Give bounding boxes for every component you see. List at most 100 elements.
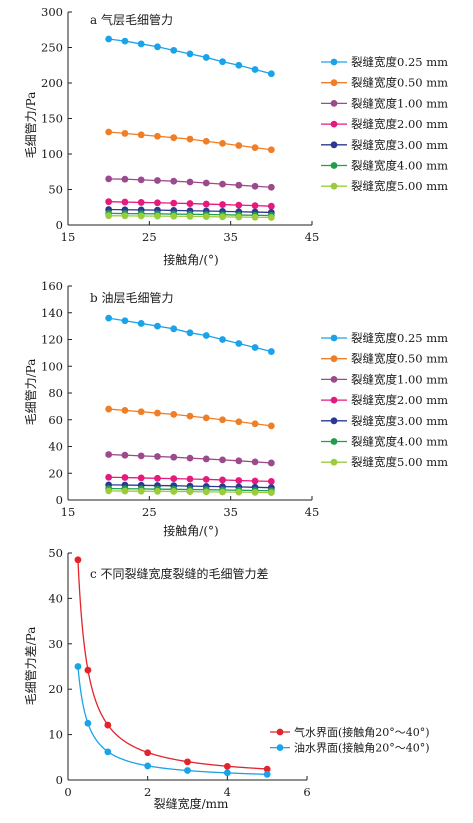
chart-b-legend-marker bbox=[330, 417, 338, 425]
chart-b-ytick-label: 140 bbox=[41, 306, 63, 320]
chart-b-title: b 油层毛细管力 bbox=[90, 290, 174, 305]
chart-b-ytick-label: 80 bbox=[48, 386, 63, 400]
chart-c-data-point bbox=[144, 749, 152, 757]
chart-a-data-point bbox=[105, 198, 113, 206]
chart-b-data-point bbox=[235, 457, 243, 465]
chart-c-ytick-label: 30 bbox=[48, 637, 63, 651]
chart-c-ytick-label: 40 bbox=[48, 591, 63, 605]
chart-b-data-point bbox=[202, 414, 210, 422]
chart-b-xtick-label: 35 bbox=[223, 505, 238, 519]
chart-b-data-point bbox=[267, 478, 275, 485]
chart-a-xtick-label: 35 bbox=[223, 230, 238, 244]
chart-b-xtick-label: 25 bbox=[142, 505, 157, 519]
chart-b-data-point bbox=[235, 418, 243, 426]
chart-b-data-point bbox=[137, 408, 145, 416]
chart-b-ytick-label: 100 bbox=[41, 359, 63, 373]
chart-b-ytick-label: 60 bbox=[48, 413, 63, 427]
chart-b-xlabel: 接触角/(°) bbox=[163, 523, 218, 538]
chart-b-data-point bbox=[267, 459, 275, 467]
chart-b-data-point bbox=[170, 411, 178, 418]
chart-a-data-point bbox=[121, 130, 129, 137]
chart-b-legend-label: 裂缝宽度2.00 mm bbox=[351, 393, 448, 407]
chart-b-ytick-label: 120 bbox=[41, 333, 63, 347]
chart-a-ytick-label: 150 bbox=[41, 112, 63, 126]
chart-b-legend-marker bbox=[330, 396, 338, 404]
chart-b-data-point bbox=[154, 409, 161, 417]
chart-a-data-point bbox=[219, 201, 226, 208]
chart-a-data-point bbox=[121, 198, 129, 206]
chart-b-legend-marker bbox=[330, 355, 338, 363]
chart-c-legend-label: 油水界面(接触角20°～40°) bbox=[294, 741, 430, 755]
chart-a-data-point bbox=[251, 144, 259, 152]
chart-b-data-point bbox=[105, 487, 113, 495]
chart-a-legend-marker bbox=[330, 100, 338, 107]
chart-b-data-point bbox=[105, 451, 113, 458]
chart-a-data-point bbox=[186, 50, 194, 58]
chart-a-data-point bbox=[170, 46, 178, 54]
chart-a-data-point bbox=[235, 201, 243, 209]
chart-c-data-point bbox=[74, 663, 82, 670]
chart-c-data-point bbox=[84, 719, 92, 727]
chart-b-data-point bbox=[154, 474, 161, 482]
chart-b-data-point bbox=[202, 488, 210, 496]
chart-b-data-point bbox=[202, 476, 210, 483]
chart-b-data-point bbox=[137, 320, 145, 327]
chart-a-legend-label: 裂缝宽度3.00 mm bbox=[351, 138, 448, 152]
chart-a-ytick-label: 250 bbox=[41, 41, 63, 55]
chart-a-data-point bbox=[121, 212, 129, 220]
chart-a-data-point bbox=[137, 131, 145, 139]
chart-a-legend-marker bbox=[330, 79, 338, 87]
chart-b-legend-label: 裂缝宽度1.00 mm bbox=[351, 372, 448, 386]
chart-a-legend-label: 裂缝宽度0.50 mm bbox=[351, 76, 448, 90]
chart-b-data-point bbox=[219, 488, 226, 496]
chart-a-title: a 气层毛细管力 bbox=[90, 12, 173, 27]
chart-a-data-point bbox=[137, 176, 145, 184]
chart-a-data-point bbox=[121, 175, 129, 183]
chart-a-ytick-label: 0 bbox=[56, 218, 63, 232]
chart-b-data-point bbox=[137, 452, 145, 460]
chart-b-data-point bbox=[267, 489, 275, 497]
chart-a-xlabel: 接触角/(°) bbox=[163, 252, 218, 267]
chart-a-data-point bbox=[251, 213, 259, 221]
chart-a-xtick-label: 15 bbox=[61, 230, 76, 244]
chart-c-data-point bbox=[223, 769, 231, 777]
chart-a-data-point bbox=[105, 128, 113, 136]
chart-c-data-point bbox=[184, 758, 191, 766]
chart-c-data-point bbox=[263, 765, 271, 773]
chart-a-legend-marker bbox=[330, 141, 338, 149]
chart-a-data-point bbox=[235, 181, 243, 189]
chart-c-data-point bbox=[144, 762, 152, 770]
chart-b-data-point bbox=[202, 455, 210, 463]
chart-c-ytick-label: 0 bbox=[56, 773, 63, 787]
chart-a-ytick-label: 200 bbox=[41, 76, 63, 90]
chart-b-data-point bbox=[137, 474, 145, 482]
chart-c-data-point bbox=[263, 770, 271, 778]
chart-a-data-point bbox=[235, 213, 243, 221]
chart-a-data-point bbox=[202, 200, 210, 208]
chart-b-data-point bbox=[170, 325, 178, 333]
chart-c-legend-marker bbox=[276, 728, 284, 736]
chart-b-legend-label: 裂缝宽度0.50 mm bbox=[351, 352, 448, 366]
chart-a-legend-marker bbox=[330, 162, 338, 169]
chart-a-data-point bbox=[219, 139, 226, 147]
chart-c-xlabel: 裂缝宽度/mm bbox=[154, 796, 229, 811]
chart-b-ytick-label: 40 bbox=[48, 440, 63, 454]
chart-c-xtick-label: 2 bbox=[144, 785, 151, 799]
chart-c-data-point bbox=[84, 666, 92, 674]
chart-c-series-line bbox=[77, 559, 267, 770]
chart-b-legend-label: 裂缝宽度0.25 mm bbox=[351, 331, 448, 345]
chart-a-data-point bbox=[154, 212, 161, 220]
chart-a-data-point bbox=[154, 199, 161, 207]
chart-b-oil-capillary: b 油层毛细管力 毛细管力/Pa 接触角/(°) 0 20 40 60 80 100 120… bbox=[23, 279, 448, 538]
chart-b-data-point bbox=[251, 477, 259, 485]
chart-b-data-point bbox=[105, 314, 113, 322]
chart-b-data-point bbox=[251, 458, 259, 466]
chart-a-data-point bbox=[186, 178, 194, 186]
chart-c-title: c 不同裂缝宽度裂缝的毛细管力差 bbox=[90, 566, 269, 581]
chart-b-data-point bbox=[105, 473, 113, 481]
chart-c-ylabel: 毛细管力差/Pa bbox=[23, 627, 38, 706]
chart-b-data-point bbox=[121, 451, 129, 459]
chart-a-legend-marker bbox=[330, 58, 338, 66]
chart-a-ytick-label: 50 bbox=[48, 183, 63, 197]
